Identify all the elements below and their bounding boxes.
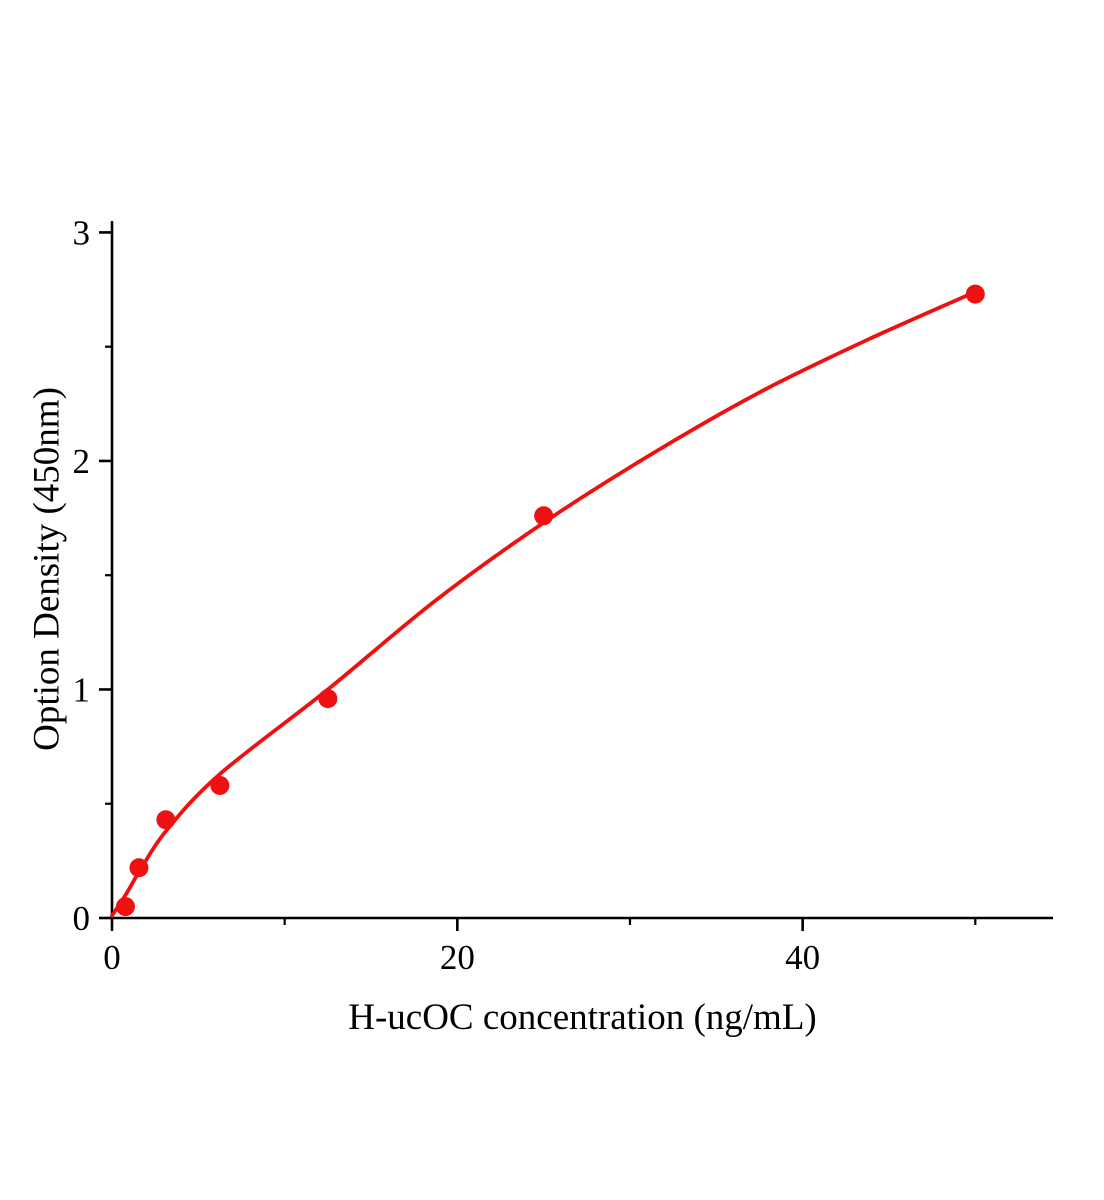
x-tick-label: 40 [785, 938, 820, 977]
data-point [534, 506, 554, 526]
y-tick-label: 2 [73, 442, 91, 481]
y-tick-label: 1 [73, 670, 91, 709]
fit-curve [110, 289, 978, 918]
data-point [210, 775, 230, 795]
data-point [965, 284, 985, 304]
x-tick-label: 20 [440, 938, 475, 977]
data-point [129, 858, 149, 878]
data-point [318, 689, 338, 709]
y-axis-title: Option Density (450nm) [26, 387, 68, 751]
data-point [156, 810, 176, 830]
y-tick-label: 0 [73, 899, 91, 938]
x-axis-title: H-ucOC concentration (ng/mL) [348, 997, 817, 1038]
x-tick-label: 0 [103, 938, 121, 977]
y-tick-label: 3 [73, 213, 91, 252]
data-point [115, 897, 135, 917]
